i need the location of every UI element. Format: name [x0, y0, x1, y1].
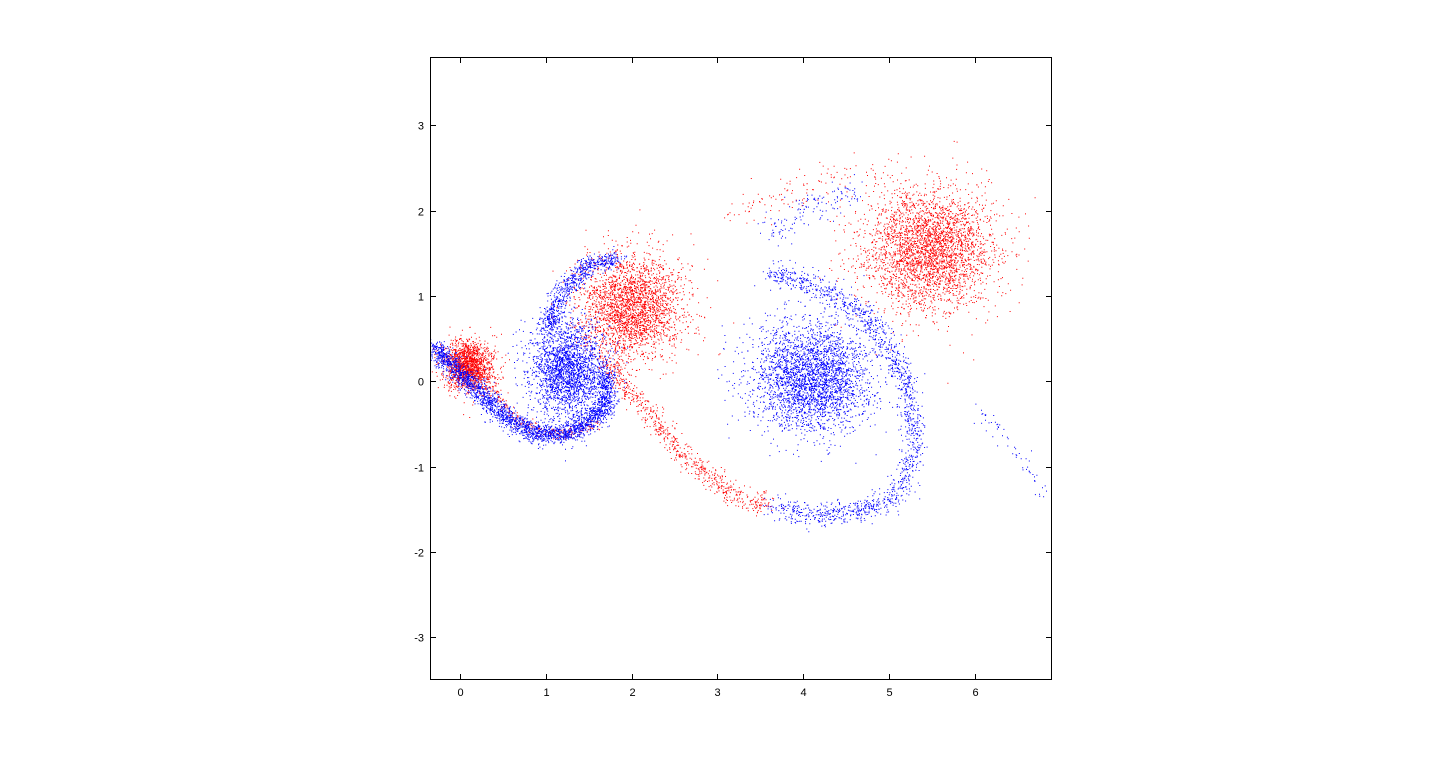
y-tick-label: -1: [414, 463, 424, 475]
y-tick-label: 2: [418, 207, 424, 219]
x-tick-label: 1: [543, 687, 549, 699]
plot-area: [430, 57, 1052, 680]
x-tick-label: 5: [886, 687, 892, 699]
x-tick-label: 6: [972, 687, 978, 699]
y-tick-label: 3: [418, 121, 424, 133]
y-tick-label: 0: [418, 377, 424, 389]
scatter-points: [430, 140, 1047, 533]
x-tick-label: 4: [800, 687, 806, 699]
y-tick-label: -3: [414, 633, 424, 645]
y-tick-label: -2: [414, 548, 424, 560]
x-tick-label: 0: [457, 687, 463, 699]
x-tick-label: 3: [714, 687, 720, 699]
plot-frame: [430, 57, 1052, 680]
x-tick-label: 2: [629, 687, 635, 699]
y-tick-label: 1: [418, 292, 424, 304]
axis-tick-labels: 0 1 2 3 4 5 6 -3 -2 -1 0 1 2 3: [414, 121, 978, 700]
series-1-points: [430, 174, 1047, 533]
series-1-dots: [430, 174, 1047, 533]
